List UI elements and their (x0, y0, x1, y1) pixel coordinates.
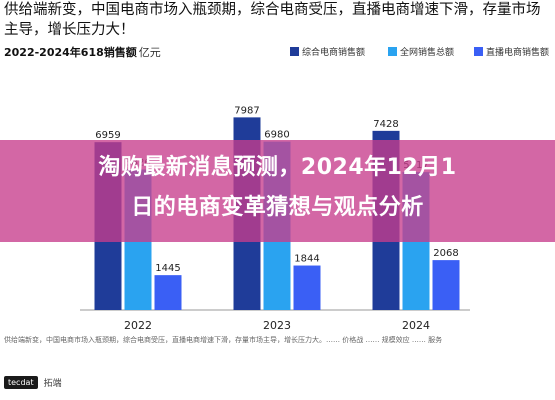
legend-label-3: 直播电商销售额 (486, 48, 550, 58)
bar-2024-series-3 (432, 260, 460, 310)
data-label-2022-series-1: 6959 (95, 130, 120, 141)
title-overlay-band (0, 140, 555, 242)
legend-label-2: 全网销售总额 (400, 48, 455, 58)
data-label-2023-series-3: 1844 (294, 254, 319, 265)
data-label-2024-series-1: 7428 (373, 119, 398, 130)
bar-2022-series-3 (154, 275, 182, 310)
chart-title: 2022-2024年618销售额 亿元 (4, 44, 161, 60)
overlay-title: 淘购最新消息预测，2024年12月1 日的电商变革猜想与观点分析 (0, 148, 555, 228)
source-text: 供给端新变，中国电商市场入瓶颈期，综合电商受压，直播电商增速下滑，存量市场主导，… (4, 336, 443, 344)
headline: 供给端新变，中国电商市场入瓶颈期，综合电商受压，直播电商增速下滑，存量市场主导，… (4, 2, 541, 38)
data-label-2023-series-1: 7987 (234, 105, 259, 116)
data-label-2022-series-3: 1445 (155, 263, 180, 274)
data-label-2024-series-3: 2068 (433, 248, 458, 259)
data-label-2023-series-2: 6980 (264, 130, 289, 141)
legend-item-2: 全网销售总额 (388, 45, 454, 58)
x-tick-label-2024: 2024 (402, 319, 430, 332)
legend-item-1: 综合电商销售额 (290, 45, 365, 58)
overlay-title-line-2: 日的电商变革猜想与观点分析 (131, 195, 424, 220)
tecdat-logo: tecdat (4, 376, 38, 389)
legend-swatch-1 (290, 47, 299, 56)
bar-2023-series-3 (293, 265, 321, 310)
chart-title-text: 2022-2024年618销售额 (4, 46, 137, 59)
footer: tecdat 拓端 (4, 376, 62, 389)
brand-name: 拓端 (43, 379, 62, 389)
legend-label-1: 综合电商销售额 (302, 48, 366, 58)
x-tick-label-2023: 2023 (263, 319, 291, 332)
x-tick-label-2022: 2022 (124, 319, 152, 332)
chart-unit: 亿元 (138, 46, 161, 59)
legend-swatch-2 (388, 47, 397, 56)
legend-item-3: 直播电商销售额 (474, 45, 549, 58)
overlay-title-line-1: 淘购最新消息预测，2024年12月1 (98, 155, 457, 180)
legend-swatch-3 (474, 47, 483, 56)
